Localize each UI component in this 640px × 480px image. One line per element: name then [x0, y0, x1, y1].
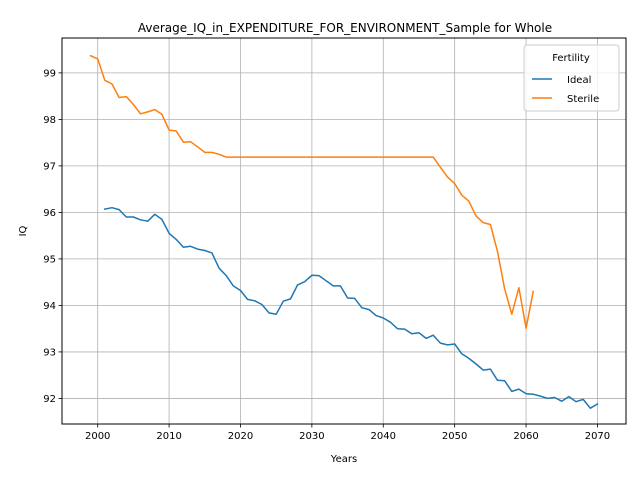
legend-title: Fertility: [552, 53, 590, 64]
x-tick-label: 2050: [442, 431, 467, 442]
y-tick-label: 98: [43, 115, 56, 126]
legend-box: [523, 44, 620, 112]
y-tick-label: 94: [43, 301, 56, 312]
x-axis-label: Years: [330, 454, 357, 465]
x-tick-label: 2040: [371, 431, 396, 442]
y-axis-ticks: 92 93 94 95 96 97 98 99: [43, 68, 62, 405]
y-tick-label: 95: [43, 254, 56, 265]
legend-label-ideal: Ideal: [567, 75, 591, 86]
legend: Fertility Ideal Sterile: [523, 44, 620, 112]
x-tick-label: 2030: [299, 431, 324, 442]
y-tick-label: 99: [43, 68, 56, 79]
x-tick-label: 2070: [585, 431, 610, 442]
x-tick-label: 2020: [228, 431, 253, 442]
series-line-ideal: [103, 206, 599, 409]
y-tick-label: 92: [43, 394, 56, 405]
chart-title: Average_IQ_in_EXPENDITURE_FOR_ENVIRONMEN…: [138, 21, 552, 35]
y-tick-label: 93: [43, 347, 56, 358]
x-tick-label: 2060: [513, 431, 538, 442]
y-tick-label: 96: [43, 208, 56, 219]
x-tick-label: 2000: [85, 431, 110, 442]
series-line-sterile: [89, 54, 535, 329]
series-layer: [89, 54, 599, 409]
legend-label-sterile: Sterile: [567, 94, 599, 105]
x-axis-ticks: 2000 2010 2020 2030 2040 2050 2060 2070: [85, 424, 610, 442]
x-tick-label: 2010: [156, 431, 181, 442]
y-axis-label: IQ: [18, 225, 29, 236]
plot-frame: [61, 37, 627, 425]
y-tick-label: 97: [43, 161, 56, 172]
